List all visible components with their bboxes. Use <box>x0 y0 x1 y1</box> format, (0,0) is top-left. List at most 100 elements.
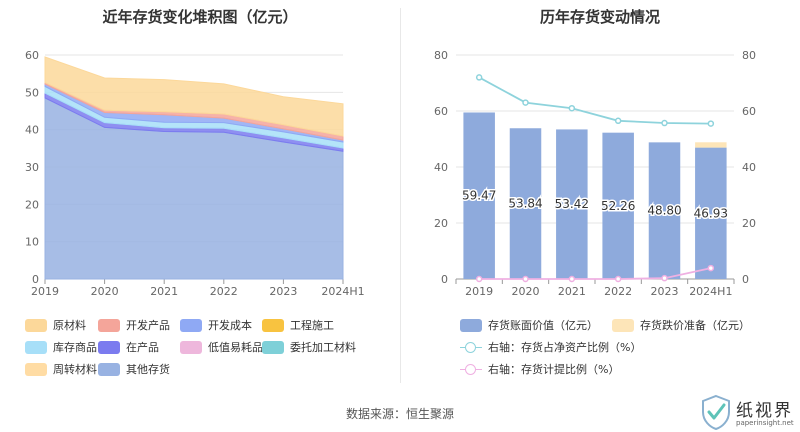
legend-item[interactable]: 存货账面价值（亿元） <box>460 317 598 333</box>
legend-label: 开发产品 <box>126 319 170 332</box>
bar-book-value <box>648 142 681 279</box>
legend-swatch <box>262 318 284 332</box>
x-tick-label: 2022 <box>604 285 632 298</box>
legend-label: 在产品 <box>126 341 159 354</box>
legend-label: 右轴：存货占净资产比例（%） <box>488 341 642 354</box>
bar-data-label: 53.42 <box>555 197 589 211</box>
legend-swatch <box>98 318 120 332</box>
area-series-原材料 <box>44 56 344 137</box>
legend-item[interactable]: 库存商品 <box>25 339 97 355</box>
x-tick-label: 2021 <box>558 285 586 298</box>
legend-item[interactable]: 周转材料 <box>25 361 97 377</box>
bar-data-label: 48.80 <box>647 204 681 218</box>
x-tick-label: 2019 <box>465 285 493 298</box>
x-tick-label: 2024H1 <box>321 285 364 298</box>
data-source: 数据来源：恒生聚源 <box>345 407 454 421</box>
legend-swatch <box>460 363 482 376</box>
y2-tick-label: 40 <box>742 161 756 174</box>
inventory-bar-chart: 0 20 40 60 80 0 20 40 60 80 2019 2020 2021 2022 2023 20… <box>434 49 756 298</box>
line-point <box>522 99 529 106</box>
left-chart-title: 近年存货变化堆积图（亿元） <box>102 8 298 26</box>
bar-data-label: 53.84 <box>508 197 542 211</box>
line-point <box>568 104 576 112</box>
y2-tick-label: 60 <box>742 105 756 118</box>
legend-item[interactable]: 低值易耗品 <box>180 339 263 355</box>
x-tick-label: 2019 <box>31 285 59 298</box>
legend-item[interactable]: 在产品 <box>98 339 159 355</box>
bar-book-value <box>602 132 634 279</box>
x-tick-label: 2022 <box>210 285 238 298</box>
legend-swatch <box>25 318 47 332</box>
line-point <box>661 119 668 127</box>
y-tick-label: 30 <box>25 161 39 174</box>
line-point <box>522 275 529 283</box>
x-tick-label: 2023 <box>651 285 679 298</box>
legend-label: 低值易耗品 <box>208 341 263 354</box>
legend-swatch <box>25 362 47 376</box>
legend-item[interactable]: 委托加工材料 <box>262 339 356 355</box>
y-tick-label: 0 <box>441 273 448 286</box>
stacked-area-chart: 0 10 20 30 40 50 60 2019 2020 2021 2022 2023 2024H1 <box>25 49 365 298</box>
bar-book-value <box>463 112 495 279</box>
x-tick-label: 2023 <box>269 285 297 298</box>
bar-book-value <box>509 128 542 279</box>
legend-item[interactable]: 其他存货 <box>98 361 170 377</box>
line-point <box>475 74 483 81</box>
legend-item[interactable]: 存货跌价准备（亿元） <box>612 317 750 333</box>
line-point <box>475 275 483 283</box>
legend-swatch <box>612 318 634 332</box>
right-chart-title: 历年存货变动情况 <box>539 8 660 26</box>
y2-tick-label: 0 <box>742 273 749 286</box>
bar-book-value <box>695 147 727 279</box>
legend-item[interactable]: 原材料 <box>25 317 86 333</box>
legend-label: 周转材料 <box>53 363 97 376</box>
bar-impairment <box>695 142 727 148</box>
y-tick-label: 10 <box>25 236 39 249</box>
line-point <box>568 275 576 283</box>
panel-divider <box>400 8 401 383</box>
x-tick-label: 2020 <box>91 285 119 298</box>
y-tick-label: 50 <box>25 86 39 99</box>
legend-label: 工程施工 <box>290 319 334 332</box>
legend-item[interactable]: 工程施工 <box>262 317 334 333</box>
legend-label: 存货账面价值（亿元） <box>488 319 598 332</box>
legend-swatch <box>460 341 482 354</box>
y-tick-label: 20 <box>25 198 39 211</box>
line-point <box>614 275 622 283</box>
legend-item[interactable]: 右轴：存货计提比例（%） <box>460 361 619 377</box>
logo-url: paperinsight.net <box>736 419 794 427</box>
legend-swatch <box>460 318 482 332</box>
y-tick-label: 0 <box>32 273 39 286</box>
legend-label: 委托加工材料 <box>290 341 356 354</box>
legend-label: 存货跌价准备（亿元） <box>640 319 750 332</box>
y2-tick-label: 80 <box>742 49 756 62</box>
bar-data-label: 46.93 <box>694 206 728 220</box>
line-point <box>707 120 715 127</box>
logo-name: 纸视界 <box>736 401 793 421</box>
bar-data-label: 52.26 <box>601 199 635 213</box>
bar-book-value <box>556 129 588 279</box>
legend-swatch <box>180 340 202 354</box>
legend-marker <box>465 363 476 375</box>
legend-item[interactable]: 右轴：存货占净资产比例（%） <box>460 339 641 355</box>
y2-tick-label: 20 <box>742 217 756 230</box>
brand-logo: 纸视界 paperinsight.net <box>700 394 800 432</box>
line-point <box>707 264 715 272</box>
legend-item[interactable]: 开发成本 <box>180 317 252 333</box>
y-tick-label: 40 <box>434 161 448 174</box>
y-tick-label: 40 <box>25 124 39 137</box>
line-series-ratio-to-net-assets <box>478 76 711 125</box>
legend-label: 原材料 <box>53 319 86 332</box>
y-tick-label: 60 <box>434 105 448 118</box>
logo-shield-icon <box>702 394 730 430</box>
legend-swatch <box>180 318 202 332</box>
y-tick-label: 80 <box>434 49 448 62</box>
legend-swatch <box>25 340 47 354</box>
legend-item[interactable]: 开发产品 <box>98 317 170 333</box>
x-tick-label: 2021 <box>150 285 178 298</box>
legend-marker <box>465 341 476 353</box>
y-tick-label: 20 <box>434 217 448 230</box>
y-tick-label: 60 <box>25 49 39 62</box>
legend-label: 其他存货 <box>126 363 170 376</box>
